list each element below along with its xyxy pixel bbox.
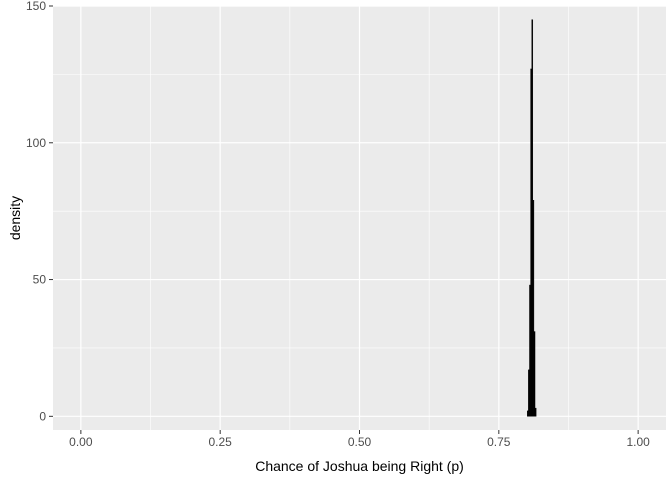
x-tick-label: 0.00 — [69, 435, 93, 449]
y-tick-label: 150 — [26, 0, 46, 13]
y-tick-label: 100 — [26, 136, 46, 150]
x-axis-title: Chance of Joshua being Right (p) — [255, 458, 464, 474]
y-axis: 0 50 100 150 — [26, 0, 53, 423]
histogram-bar — [534, 407, 537, 417]
y-axis-title: density — [7, 196, 23, 240]
histogram-bar — [532, 200, 535, 417]
histogram-bar — [533, 331, 536, 417]
x-tick-label: 1.00 — [626, 435, 650, 449]
histogram-bars — [527, 19, 537, 417]
x-tick-label: 0.75 — [487, 435, 511, 449]
major-gridlines — [53, 5, 666, 430]
y-tick-label: 0 — [39, 409, 46, 423]
x-axis: 0.00 0.25 0.50 0.75 1.00 — [69, 430, 650, 449]
x-tick-label: 0.50 — [348, 435, 372, 449]
y-tick-label: 50 — [33, 273, 47, 287]
x-tick-label: 0.25 — [209, 435, 233, 449]
